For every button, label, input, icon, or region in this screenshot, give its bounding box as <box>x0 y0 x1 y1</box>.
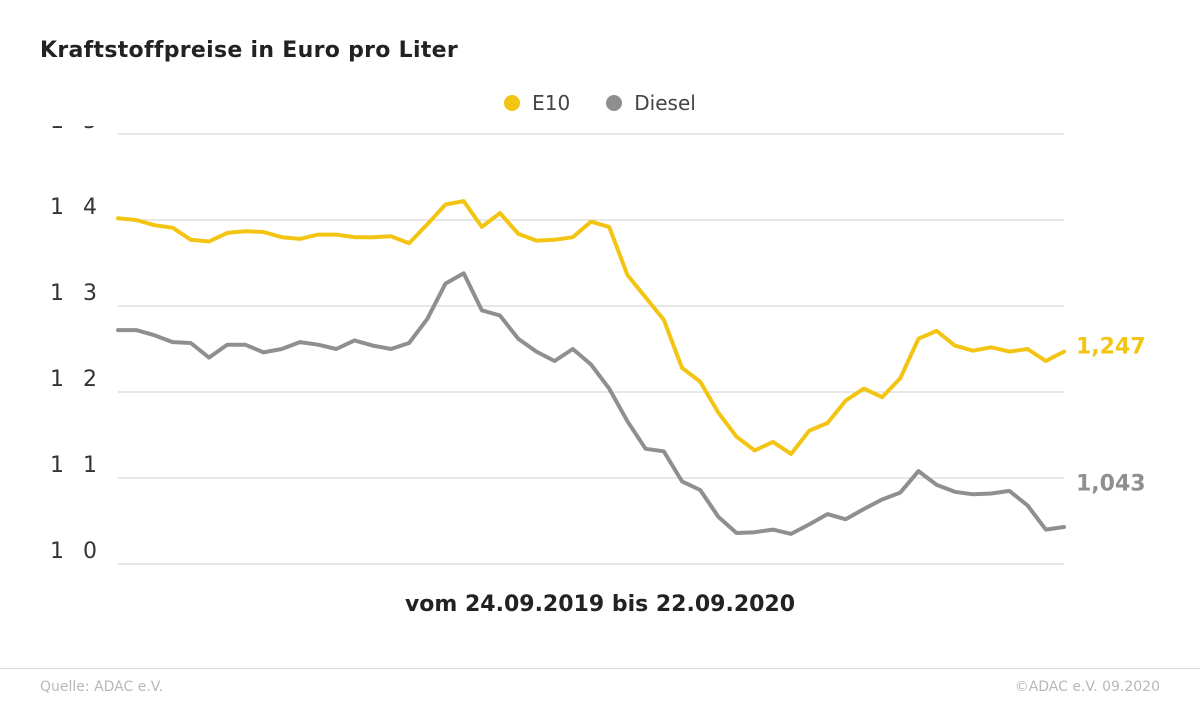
x-axis-caption: vom 24.09.2019 bis 22.09.2020 <box>40 592 1160 617</box>
legend-swatch <box>504 95 520 111</box>
end-label-diesel: 1,043 <box>1076 471 1146 496</box>
y-tick: 1 2 <box>50 367 103 392</box>
svg-text:1 1: 1 1 <box>50 453 103 478</box>
svg-text:1 0: 1 0 <box>50 539 103 564</box>
line-chart: 1 0 1 1 1 2 1 3 1 4 1 5 1,247 1,043 <box>40 126 1160 580</box>
svg-text:1 3: 1 3 <box>50 281 103 306</box>
legend-swatch <box>606 95 622 111</box>
y-tick: 1 5 <box>50 126 103 134</box>
svg-text:1 5: 1 5 <box>50 126 103 134</box>
series-diesel <box>118 273 1064 534</box>
y-tick: 1 3 <box>50 281 103 306</box>
legend-label: E10 <box>532 91 570 115</box>
legend-item: E10 <box>504 91 570 115</box>
legend-label: Diesel <box>634 91 696 115</box>
series-e10 <box>118 201 1064 454</box>
chart-title: Kraftstoffpreise in Euro pro Liter <box>40 38 1160 63</box>
y-tick: 1 4 <box>50 195 103 220</box>
end-label-e10: 1,247 <box>1076 335 1146 360</box>
y-tick: 1 0 <box>50 539 103 564</box>
y-tick: 1 1 <box>50 453 103 478</box>
source-label: Quelle: ADAC e.V. <box>40 679 163 695</box>
legend: E10 Diesel <box>40 91 1160 116</box>
legend-item: Diesel <box>606 91 696 115</box>
svg-text:1 4: 1 4 <box>50 195 103 220</box>
copyright-label: ©ADAC e.V. 09.2020 <box>1015 679 1160 695</box>
svg-text:1 2: 1 2 <box>50 367 103 392</box>
